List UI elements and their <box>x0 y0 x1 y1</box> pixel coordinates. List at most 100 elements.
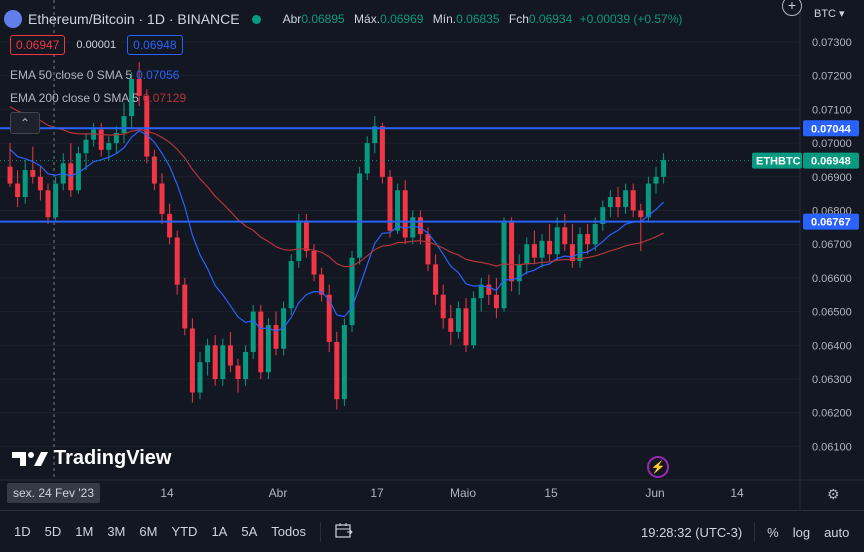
candle-body <box>15 183 21 198</box>
date-range-calendar-icon[interactable] <box>335 522 353 541</box>
candle-body <box>661 159 667 177</box>
ethereum-logo-icon <box>4 10 22 28</box>
change-value: +0.00039 (+0.57%) <box>579 12 683 26</box>
candle-body <box>281 308 287 349</box>
candle-body <box>425 234 431 265</box>
symbol-label-box <box>752 152 802 169</box>
candle-body <box>151 156 157 184</box>
candle-body <box>516 264 522 282</box>
candle-body <box>448 318 454 332</box>
candle-body <box>303 220 309 251</box>
auto-toggle[interactable]: auto <box>824 524 850 540</box>
candle-body <box>91 129 97 140</box>
open-label: Abr <box>282 12 302 26</box>
price-label-text: 0.07044 <box>811 123 852 135</box>
range-ytd[interactable]: YTD <box>171 524 198 539</box>
candle-body <box>205 345 211 363</box>
open-value: 0.06895 <box>301 12 345 26</box>
candle-body <box>197 362 203 393</box>
candle-body <box>402 190 408 238</box>
price-tick-label: 0.06700 <box>812 239 852 251</box>
price-tick-label: 0.06300 <box>812 374 852 386</box>
indicator-value: 0.07129 <box>142 91 187 105</box>
candle-body <box>227 345 233 366</box>
sell-button[interactable]: 0.06947 <box>10 35 66 55</box>
range-5a[interactable]: 5A <box>241 524 258 539</box>
price-label-box <box>803 152 859 169</box>
indicator-value: 0.07056 <box>136 68 180 82</box>
candle-body <box>98 129 104 150</box>
candle-body <box>372 126 378 144</box>
candle-body <box>417 217 423 235</box>
candle-body <box>129 79 135 117</box>
lightning-icon[interactable]: ⚡ <box>647 456 669 478</box>
indicator-label: EMA 50 close 0 SMA 5 <box>10 68 133 82</box>
range-1d[interactable]: 1D <box>14 524 31 539</box>
candle-body <box>379 126 385 177</box>
currency-select[interactable]: BTC ▾ <box>814 8 845 20</box>
candle-body <box>569 244 575 262</box>
market-open-icon <box>251 14 261 24</box>
crosshair-date: sex. 24 Fev '23 <box>7 483 100 503</box>
candle-body <box>174 237 180 285</box>
candle-body <box>326 294 332 342</box>
indicator-ema200[interactable]: EMA 200 close 0 SMA 5 0.07129 <box>10 91 186 105</box>
price-tick-label: 0.06600 <box>812 273 852 285</box>
price-tick-label: 0.07200 <box>812 71 852 83</box>
candle-body <box>212 345 218 379</box>
candle-body <box>22 170 28 198</box>
indicator-ema50[interactable]: EMA 50 close 0 SMA 5 0.07056 <box>10 68 179 82</box>
candle-body <box>334 341 340 400</box>
symbol-header: Ethereum/Bitcoin · 1D · BINANCE Abr0.068… <box>4 9 682 29</box>
candle-body <box>364 143 370 174</box>
candle-body <box>600 207 606 224</box>
low-label: Mín. <box>432 12 457 26</box>
low-value: 0.06835 <box>456 12 500 26</box>
candle-body <box>83 139 89 154</box>
range-1m[interactable]: 1M <box>75 524 94 539</box>
time-tick-label: Abr <box>269 486 288 500</box>
percent-toggle[interactable]: % <box>767 524 779 540</box>
candle-body <box>607 197 613 208</box>
candle-body <box>645 183 651 218</box>
candle-body <box>638 210 644 218</box>
price-chart[interactable]: 0.07300 0.07200 0.07100 0.07000 0.06900 0.068… <box>0 0 864 510</box>
time-tick-label: Maio <box>450 486 476 500</box>
collapse-legend-button[interactable]: ⌃ <box>10 112 40 134</box>
candle-body <box>144 95 150 157</box>
candle-body <box>410 217 416 238</box>
price-label-text: 0.06767 <box>811 217 851 229</box>
candle-body <box>121 116 127 133</box>
symbol-title[interactable]: Ethereum/Bitcoin · 1D · BINANCE <box>28 11 240 27</box>
candle-body <box>235 365 241 379</box>
price-tick-label: 0.06900 <box>812 172 852 184</box>
high-value: 0.06969 <box>380 12 424 26</box>
candle-body <box>531 244 537 258</box>
candle-body <box>395 190 401 231</box>
candle-body <box>387 176 393 231</box>
candle-body <box>250 311 256 353</box>
price-tick-label: 0.06400 <box>812 340 852 352</box>
add-plus-icon[interactable]: + <box>782 0 802 16</box>
price-tick-label: 0.06100 <box>812 441 852 453</box>
settings-gear-icon[interactable]: ⚙ <box>827 486 840 502</box>
candle-body <box>524 244 530 265</box>
candle-body <box>478 284 484 299</box>
tradingview-mark-icon <box>12 451 48 466</box>
candle-body <box>37 176 43 191</box>
ema200-line <box>9 106 664 268</box>
log-toggle[interactable]: log <box>792 524 811 540</box>
candle-body <box>296 220 302 262</box>
range-1a[interactable]: 1A <box>211 524 228 539</box>
candle-body <box>493 294 499 309</box>
ohlc-readout: Abr0.06895 Máx.0.06969 Mín.0.06835 Fch0.… <box>277 12 683 26</box>
range-5d[interactable]: 5D <box>44 524 62 539</box>
clock-timezone[interactable]: 19:28:32 (UTC-3) <box>641 524 743 540</box>
buy-button[interactable]: 0.06948 <box>127 35 183 55</box>
spread-value: 0.00001 <box>71 37 122 53</box>
range-todos[interactable]: Todos <box>271 524 306 539</box>
candle-body <box>615 197 621 208</box>
range-6m[interactable]: 6M <box>139 524 158 539</box>
candle-body <box>630 190 636 211</box>
range-3m[interactable]: 3M <box>107 524 126 539</box>
